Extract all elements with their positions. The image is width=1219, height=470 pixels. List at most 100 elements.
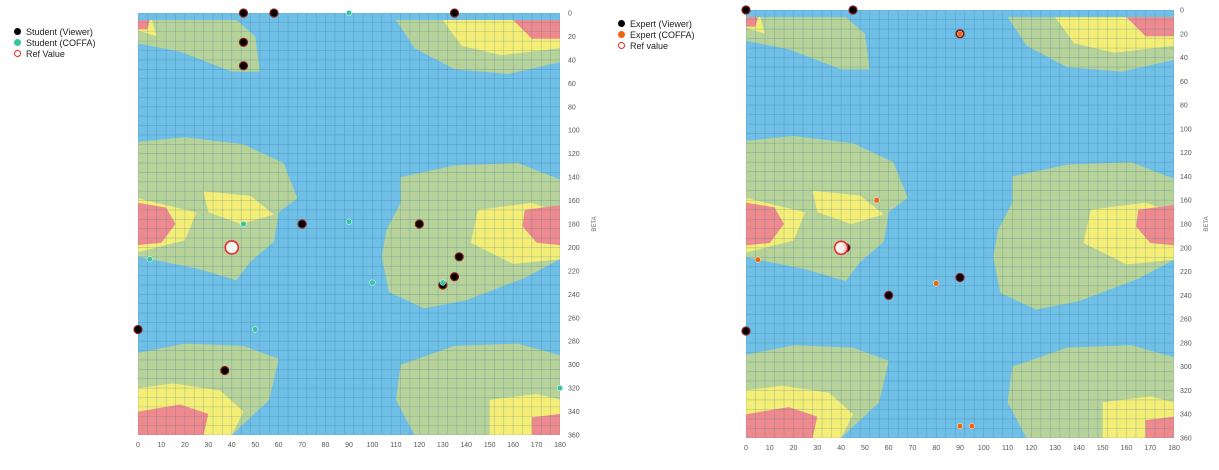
y-tick-label: 320 xyxy=(1180,388,1192,395)
red-region xyxy=(1126,17,1174,37)
y-tick-label: 200 xyxy=(568,245,580,252)
y-tick-label: 40 xyxy=(1180,55,1188,62)
x-tick-label: 130 xyxy=(1049,445,1061,452)
viewer-point xyxy=(848,5,858,15)
y-tick-label: 40 xyxy=(568,57,576,64)
y-tick-label: 220 xyxy=(568,268,580,275)
x-tick-label: 20 xyxy=(181,442,189,449)
legend-swatch xyxy=(618,20,625,27)
viewer-point xyxy=(269,8,279,18)
left-chart-svg: 0 10 20 30 40 50 60 70 80 90 100 110 120 130 140 150 160… xyxy=(133,8,598,449)
viewer-point xyxy=(741,326,751,336)
coffa-point xyxy=(956,30,964,37)
x-tick-label: 50 xyxy=(861,445,869,452)
coffa-point xyxy=(369,279,376,286)
viewer-point xyxy=(133,324,143,335)
left-legend: Student (Viewer) Student (COFFA) Ref Val… xyxy=(14,26,96,59)
legend-swatch xyxy=(14,39,21,46)
green-region xyxy=(381,163,560,309)
coffa-point xyxy=(146,256,153,263)
red-region xyxy=(746,407,818,438)
legend-item-ref-value: Ref value xyxy=(618,40,695,51)
y-tick-label: 260 xyxy=(568,315,580,322)
x-tick-label: 100 xyxy=(367,442,379,449)
red-region xyxy=(746,17,758,27)
x-tick-label: 90 xyxy=(345,442,353,449)
legend-item-student-coffa: Student (COFFA) xyxy=(14,37,96,48)
coffa-point xyxy=(240,220,247,228)
x-tick-label: 80 xyxy=(932,445,940,452)
y-tick-label: 60 xyxy=(568,81,576,88)
x-tick-label: 180 xyxy=(1168,445,1180,452)
y-tick-label: 120 xyxy=(1180,150,1192,157)
data-points xyxy=(133,8,564,392)
y-tick-label: 0 xyxy=(568,11,572,18)
coffa-point xyxy=(556,385,564,392)
x-tick-label: 170 xyxy=(1144,445,1156,452)
heatmap-background xyxy=(138,13,560,435)
coffa-point xyxy=(252,326,259,333)
x-tick-label: 160 xyxy=(1121,445,1133,452)
y-tick-label: 20 xyxy=(1180,31,1188,38)
legend-label: Ref Value xyxy=(26,48,65,59)
x-tick-label: 130 xyxy=(437,442,449,449)
green-region xyxy=(993,162,1174,310)
x-tick-label: 110 xyxy=(390,442,401,449)
x-tick-label: 70 xyxy=(298,442,306,449)
red-region xyxy=(746,202,784,246)
y-tick-label: 180 xyxy=(568,222,580,229)
y-tick-label: 160 xyxy=(568,198,580,205)
y-tick-label: 260 xyxy=(1180,317,1192,324)
viewer-point xyxy=(449,8,460,18)
data-points xyxy=(741,5,975,430)
legend-label: Expert (COFFA) xyxy=(630,29,695,40)
viewer-point xyxy=(884,290,894,300)
legend-swatch xyxy=(14,28,21,35)
viewer-point xyxy=(238,8,249,18)
viewer-point xyxy=(220,365,230,376)
legend-swatch xyxy=(618,31,625,38)
legend-label: Student (COFFA) xyxy=(26,37,96,48)
viewer-point xyxy=(454,252,464,262)
coffa-point xyxy=(345,9,353,17)
y-tick-label: 80 xyxy=(1180,103,1188,110)
x-tick-label: 80 xyxy=(322,442,330,449)
coffa-point xyxy=(873,197,880,204)
x-tick-label: 100 xyxy=(978,445,990,452)
viewer-point xyxy=(238,61,249,71)
y-tick-label: 360 xyxy=(1180,436,1192,443)
x-tick-label: 120 xyxy=(1025,445,1037,452)
viewer-point xyxy=(297,219,307,229)
heatmap-background xyxy=(746,10,1174,438)
x-tick-label: 110 xyxy=(1002,445,1013,452)
legend-swatch xyxy=(618,42,625,49)
y-tick-label: 120 xyxy=(568,151,580,158)
x-tick-label: 180 xyxy=(554,442,566,449)
x-tick-label: 0 xyxy=(744,445,748,452)
y-tick-label: 60 xyxy=(1180,79,1188,86)
x-tick-label: 160 xyxy=(507,442,519,449)
green-region xyxy=(138,20,260,72)
right-chart-svg: 0 10 20 30 40 50 60 70 80 90 100 110 120 130 140 150 160… xyxy=(741,5,1210,452)
red-region xyxy=(522,205,560,246)
y-tick-label: 300 xyxy=(1180,364,1192,371)
viewer-point xyxy=(449,272,460,282)
coffa-point xyxy=(439,279,446,286)
x-tick-label: 50 xyxy=(251,442,259,449)
x-tick-label: 140 xyxy=(460,442,472,449)
y-tick-label: 80 xyxy=(568,104,576,111)
x-tick-label: 60 xyxy=(275,442,283,449)
grid-mesh xyxy=(746,10,1174,438)
right-legend: Expert (Viewer) Expert (COFFA) Ref value xyxy=(618,18,695,51)
coffa-point xyxy=(754,256,761,263)
x-tick-label: 170 xyxy=(531,442,543,449)
legend-item-expert-viewer: Expert (Viewer) xyxy=(618,18,695,29)
y-tick-label: 220 xyxy=(1180,269,1192,276)
x-tick-label: 20 xyxy=(790,445,798,452)
y-axis-label: BETA xyxy=(592,216,598,231)
yellow-region xyxy=(812,190,884,224)
coffa-point xyxy=(968,423,975,430)
y-tick-label: 240 xyxy=(568,292,580,299)
green-region xyxy=(746,17,870,70)
x-tick-label: 0 xyxy=(136,442,140,449)
